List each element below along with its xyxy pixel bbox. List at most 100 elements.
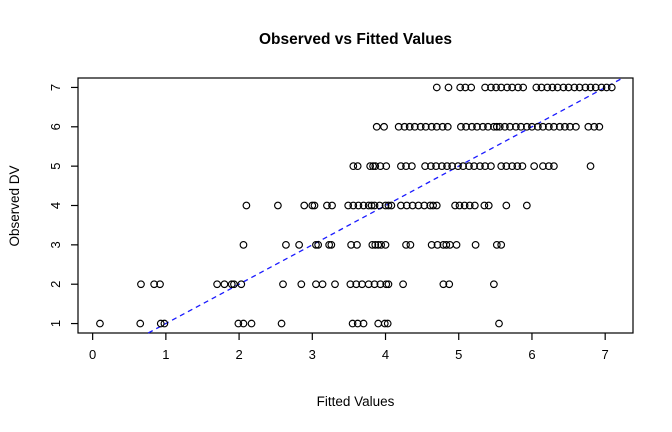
data-point xyxy=(470,201,479,210)
data-point xyxy=(402,240,410,249)
data-point xyxy=(532,83,541,92)
data-point xyxy=(375,201,384,210)
x-tick-label: 7 xyxy=(602,347,609,362)
data-point xyxy=(597,83,606,92)
x-tick-label: 2 xyxy=(235,347,242,362)
data-point xyxy=(443,162,451,171)
data-point xyxy=(492,83,500,92)
data-point xyxy=(443,122,452,131)
data-point xyxy=(381,201,390,210)
data-point xyxy=(490,122,498,131)
data-point xyxy=(553,83,562,92)
data-point xyxy=(416,122,425,131)
data-point xyxy=(607,83,616,92)
data-point xyxy=(432,122,441,131)
data-point xyxy=(247,319,256,328)
data-point xyxy=(595,122,604,131)
data-point xyxy=(376,280,385,289)
data-point xyxy=(328,201,336,210)
data-point xyxy=(400,122,409,131)
data-point xyxy=(559,83,568,92)
data-point xyxy=(481,83,489,92)
data-point xyxy=(156,280,164,289)
data-point xyxy=(514,83,522,92)
data-point xyxy=(312,240,320,249)
data-point xyxy=(502,201,511,210)
data-point xyxy=(506,122,514,131)
data-point xyxy=(550,122,558,131)
data-point xyxy=(327,240,336,249)
data-point xyxy=(160,319,169,328)
x-tick-label: 0 xyxy=(89,347,96,362)
data-point xyxy=(432,83,441,92)
y-tick-label: 3 xyxy=(48,241,63,248)
data-point xyxy=(376,162,385,171)
data-point xyxy=(438,162,446,171)
data-point xyxy=(406,240,415,249)
data-point xyxy=(371,162,380,171)
data-point xyxy=(282,240,290,249)
data-point xyxy=(405,122,414,131)
data-point xyxy=(487,83,495,92)
data-point xyxy=(533,122,542,131)
y-tick-label: 2 xyxy=(48,281,63,288)
data-point xyxy=(372,122,381,131)
data-point xyxy=(586,162,595,171)
data-point xyxy=(359,319,368,328)
data-point xyxy=(452,240,461,249)
data-point xyxy=(564,83,573,92)
data-point xyxy=(353,319,362,328)
data-point xyxy=(590,122,599,131)
data-point xyxy=(439,280,448,289)
data-point xyxy=(429,201,437,210)
data-point xyxy=(277,319,286,328)
data-point xyxy=(369,162,377,171)
data-point xyxy=(566,122,574,131)
data-point xyxy=(451,201,459,210)
data-point xyxy=(479,122,487,131)
data-point xyxy=(497,83,506,92)
data-point xyxy=(537,83,546,92)
data-point xyxy=(591,83,600,92)
data-point xyxy=(353,162,362,171)
data-point xyxy=(544,122,553,131)
data-point xyxy=(454,162,462,171)
data-point xyxy=(497,162,506,171)
y-tick-label: 7 xyxy=(48,84,63,91)
data-point xyxy=(432,201,441,210)
y-axis-label: Observed DV xyxy=(7,165,22,247)
data-point xyxy=(519,83,528,92)
data-point xyxy=(492,122,501,131)
data-point xyxy=(239,240,248,249)
data-point xyxy=(239,319,248,328)
y-tick-label: 5 xyxy=(48,163,63,170)
data-point xyxy=(550,162,558,171)
data-point xyxy=(508,83,517,92)
data-point xyxy=(368,240,377,249)
data-point xyxy=(465,162,473,171)
data-point xyxy=(495,122,504,131)
data-point xyxy=(530,162,539,171)
data-point xyxy=(310,201,319,210)
data-point xyxy=(408,162,416,171)
data-point xyxy=(325,240,334,249)
x-tick-label: 5 xyxy=(455,347,462,362)
data-point xyxy=(383,319,392,328)
x-axis-label: Fitted Values xyxy=(316,394,395,409)
data-point xyxy=(570,83,579,92)
data-point xyxy=(381,240,390,249)
data-point xyxy=(511,122,520,131)
data-point xyxy=(312,280,320,289)
data-point xyxy=(380,319,389,328)
data-point xyxy=(517,122,525,131)
data-point xyxy=(308,201,317,210)
data-point xyxy=(427,240,436,249)
y-tick-label: 4 xyxy=(48,202,63,209)
data-point xyxy=(314,240,323,249)
data-point xyxy=(448,162,457,171)
data-point xyxy=(366,162,375,171)
data-point xyxy=(470,162,478,171)
data-point xyxy=(495,319,503,328)
data-point xyxy=(586,83,595,92)
